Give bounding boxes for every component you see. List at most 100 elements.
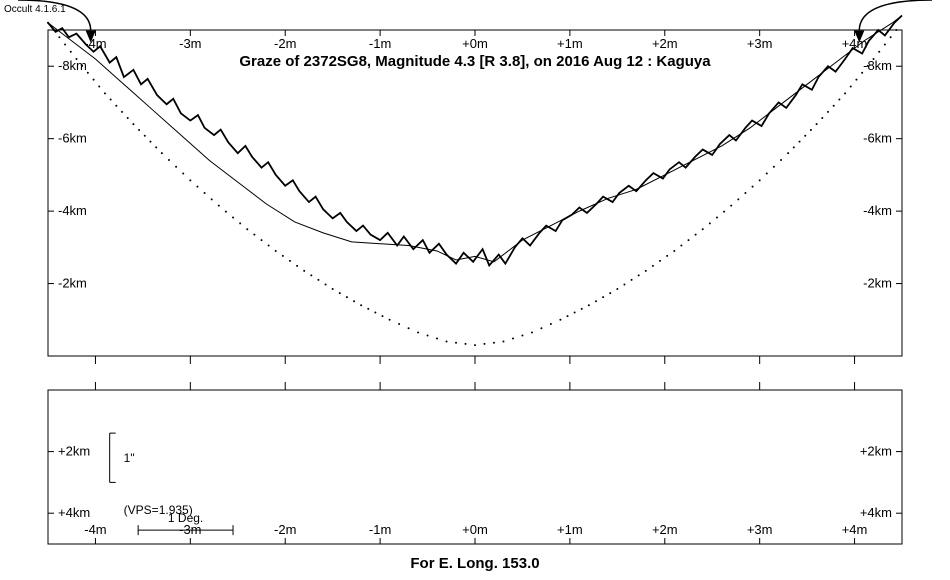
degree-scale-label: 1 Deg. [168, 511, 203, 525]
dotted-limb-point [417, 331, 419, 333]
upper-plot-border [48, 30, 902, 356]
dotted-limb-point [275, 250, 277, 252]
dotted-limb-point [895, 29, 897, 31]
chart-title: Graze of 2372SG8, Magnitude 4.3 [R 3.8],… [239, 53, 711, 70]
y-tick-label: -4km [58, 203, 87, 218]
dotted-limb-point [861, 72, 863, 74]
dotted-limb-point [381, 315, 383, 317]
dotted-limb-point [540, 327, 542, 329]
y-tick-label: +2km [58, 444, 90, 459]
dotted-limb-point [581, 308, 583, 310]
dotted-limb-point [821, 117, 823, 119]
dotted-limb-point [827, 111, 829, 113]
dotted-limb-point [465, 343, 467, 345]
dotted-limb-point [652, 265, 654, 267]
dotted-limb-point [483, 343, 485, 345]
angular-scale-label: 1" [124, 451, 135, 465]
chart-container: -4m-4m-3m-3m-2m-2m-1m-1m+0m+0m+1m+1m+2m+… [0, 0, 950, 580]
x-tick-label: +1m [557, 36, 583, 51]
dotted-limb-point [296, 265, 298, 267]
dotted-limb-point [688, 239, 690, 241]
dotted-limb-point [799, 141, 801, 143]
dotted-limb-point [161, 152, 163, 154]
dotted-limb-point [138, 129, 140, 131]
dotted-limb-point [559, 319, 561, 321]
dotted-limb-point [855, 79, 857, 81]
dotted-limb-point [115, 105, 117, 107]
x-tick-label: +1m [557, 522, 583, 537]
y-tick-label: +4km [58, 505, 90, 520]
dotted-limb-point [595, 300, 597, 302]
dotted-limb-point [723, 211, 725, 213]
dotted-limb-point [446, 341, 448, 343]
y-tick-label: -6km [863, 131, 892, 146]
x-tick-label: +3m [747, 522, 773, 537]
x-tick-label: -1m [369, 36, 391, 51]
dotted-limb-point [310, 274, 312, 276]
dotted-limb-point [878, 51, 880, 53]
dotted-limb-point [474, 344, 476, 346]
dotted-limb-point [737, 198, 739, 200]
dotted-limb-point [730, 205, 732, 207]
dotted-limb-point [289, 260, 291, 262]
dotted-limb-point [659, 260, 661, 262]
dotted-limb-point [521, 334, 523, 336]
dotted-limb-point [631, 279, 633, 281]
x-tick-label: +3m [747, 36, 773, 51]
dotted-limb-point [773, 166, 775, 168]
footer-label: For E. Long. 153.0 [410, 555, 539, 572]
dotted-limb-point [70, 51, 72, 53]
x-tick-label: -2m [274, 522, 296, 537]
dotted-limb-point [196, 186, 198, 188]
dotted-limb-point [427, 334, 429, 336]
dotted-limb-point [204, 192, 206, 194]
dotted-limb-point [766, 173, 768, 175]
dotted-limb-point [168, 159, 170, 161]
dotted-limb-point [98, 86, 100, 88]
dotted-limb-point [303, 270, 305, 272]
dotted-limb-point [844, 92, 846, 94]
y-tick-label: -2km [58, 276, 87, 291]
dotted-limb-point [695, 234, 697, 236]
dotted-limb-point [709, 222, 711, 224]
dotted-limb-point [408, 327, 410, 329]
dotted-limb-point [374, 312, 376, 314]
x-tick-label: -3m [179, 36, 201, 51]
dotted-limb-point [282, 255, 284, 257]
y-tick-label: +2km [860, 444, 892, 459]
dotted-limb-point [744, 192, 746, 194]
x-tick-label: +0m [462, 522, 488, 537]
x-tick-label: +0m [462, 36, 488, 51]
dotted-limb-point [189, 179, 191, 181]
chart-svg: -4m-4m-3m-3m-2m-2m-1m-1m+0m+0m+1m+1m+2m+… [0, 0, 950, 580]
dotted-limb-point [144, 135, 146, 137]
dotted-limb-point [838, 99, 840, 101]
dotted-limb-point [793, 146, 795, 148]
dotted-limb-point [325, 283, 327, 285]
dotted-limb-point [531, 331, 533, 333]
dotted-limb-point [673, 250, 675, 252]
dotted-limb-point [360, 304, 362, 306]
dotted-limb-point [246, 228, 248, 230]
x-tick-label: +4m [842, 522, 868, 537]
dotted-limb-point [389, 319, 391, 321]
x-tick-label: +2m [652, 36, 678, 51]
dotted-limb-point [752, 186, 754, 188]
dotted-limb-point [127, 117, 129, 119]
dotted-limb-point [398, 323, 400, 325]
version-label: Occult 4.1.6.1 [4, 4, 66, 15]
dotted-limb-point [75, 58, 77, 60]
dotted-limb-point [132, 123, 134, 125]
dotted-limb-point [64, 43, 66, 45]
y-tick-label: -4km [863, 203, 892, 218]
dotted-limb-point [232, 216, 234, 218]
dotted-limb-point [810, 129, 812, 131]
x-tick-label: -4m [84, 522, 106, 537]
dotted-limb-point [833, 105, 835, 107]
dotted-limb-point [780, 159, 782, 161]
dotted-limb-point [93, 79, 95, 81]
dotted-limb-point [436, 337, 438, 339]
dotted-limb-point [873, 58, 875, 60]
x-tick-label: +2m [652, 522, 678, 537]
dotted-limb-point [121, 111, 123, 113]
